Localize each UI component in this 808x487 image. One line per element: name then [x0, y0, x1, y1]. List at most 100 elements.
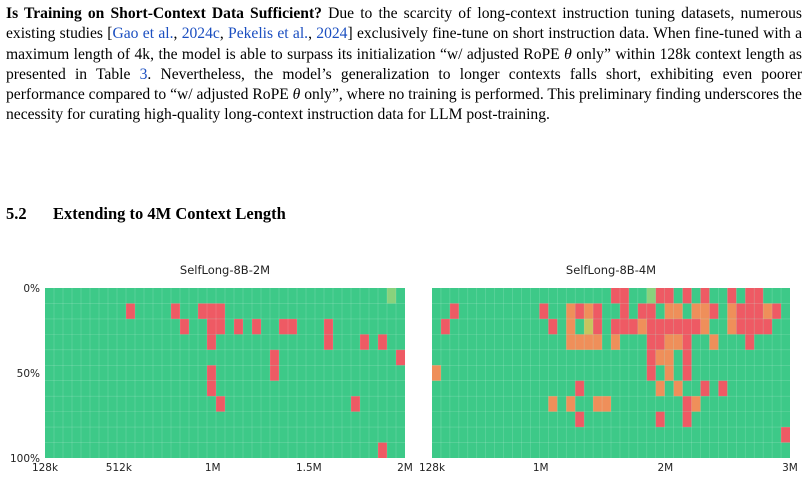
heatmap-cell	[682, 288, 692, 304]
heatmap-cell	[593, 318, 603, 335]
heatmap-cell	[754, 318, 764, 335]
heatmap-cell	[234, 318, 243, 335]
heatmap-cell	[575, 411, 585, 428]
heatmap-cell	[637, 303, 647, 319]
heatmap-cell	[772, 303, 782, 319]
heatmap-cell	[593, 334, 603, 350]
paragraph-text: only” within 128k context length as pres…	[6, 45, 802, 83]
heatmap-cell	[718, 380, 728, 397]
heatmap-cell	[646, 318, 656, 335]
heatmap-cell	[611, 318, 620, 335]
body-paragraph: Is Training on Short-Context Data Suffic…	[6, 4, 802, 126]
heatmap-cell	[682, 334, 692, 350]
heatmap-cell	[396, 349, 405, 366]
heatmap-cell	[216, 396, 225, 412]
heatmap-cell	[673, 380, 683, 397]
heatmap-cell	[655, 411, 665, 428]
heatmap-cell	[593, 396, 603, 412]
heatmap-cell	[207, 334, 216, 350]
heatmap-cell	[628, 318, 638, 335]
heatmap-cell	[593, 303, 603, 319]
heatmap-cell	[207, 365, 216, 381]
y-tick-label: 100%	[10, 453, 40, 465]
heatmap-cell	[575, 334, 585, 350]
heatmap-cell	[602, 396, 611, 412]
heatmap-cell	[745, 318, 755, 335]
x-tick-label: 1.5M	[296, 462, 322, 474]
heatmap-cell	[673, 334, 683, 350]
x-tick-label: 1M	[205, 462, 221, 474]
heatmap-cell	[646, 365, 656, 381]
heatmap-cell	[548, 396, 558, 412]
x-tick-label: 2M	[397, 462, 413, 474]
heatmap-cell	[207, 318, 216, 335]
heatmap-cell	[216, 303, 225, 319]
heatmap-cell	[691, 396, 701, 412]
x-tick-label: 128k	[419, 462, 446, 474]
heatmap-cell	[611, 288, 620, 304]
heatmap-cell	[646, 334, 656, 350]
heatmap-cell	[270, 349, 279, 366]
heatmap-cell	[754, 303, 764, 319]
heatmap-cell	[611, 334, 620, 350]
heatmap-cell	[700, 380, 710, 397]
theta-symbol: θ	[564, 45, 572, 63]
citation-link[interactable]: 2024c	[181, 25, 220, 43]
heatmap-cell	[207, 303, 216, 319]
heatmap-cell	[727, 318, 737, 335]
heatmap-cell	[664, 365, 674, 381]
heatmap-cell	[673, 318, 683, 335]
heatmap-cell	[216, 318, 225, 335]
section-title: Extending to 4M Context Length	[53, 204, 286, 223]
heatmap-cell	[619, 318, 629, 335]
heatmap-cell	[682, 411, 692, 428]
theta-symbol: θ	[292, 86, 301, 104]
heatmap-cell	[745, 334, 755, 350]
heatmap-cell	[584, 334, 594, 350]
heatmap-cell	[207, 380, 216, 397]
heatmap-cell	[440, 318, 450, 335]
heatmap-cell	[270, 365, 279, 381]
heatmap-cell	[252, 318, 261, 335]
paragraph-lead: Is Training on Short-Context Data Suffic…	[6, 5, 322, 22]
heatmap-cell	[682, 365, 692, 381]
heatmap-cell	[566, 334, 576, 350]
heatmap-cell	[682, 349, 692, 366]
heatmap-cell	[763, 318, 773, 335]
paragraph-text: ,	[173, 25, 182, 43]
heatmap-cell	[619, 288, 629, 304]
table-reference-link[interactable]: 3	[139, 65, 148, 83]
paragraph-text: . Nevertheless, the model’s generalizati…	[6, 65, 803, 104]
x-tick-label: 2M	[657, 462, 673, 474]
heatmap-cell	[539, 303, 549, 319]
heatmap-cell	[655, 380, 665, 397]
heatmap-cell	[655, 349, 665, 366]
heatmap-cell	[584, 318, 594, 335]
heatmap-cell	[682, 318, 692, 335]
heatmap-cell	[781, 427, 790, 443]
citation-link[interactable]: 2024	[316, 25, 348, 43]
x-tick-label: 512k	[106, 462, 133, 474]
heatmap-cell	[655, 288, 665, 304]
heatmap-cell	[700, 288, 710, 304]
heatmap-cell	[126, 303, 135, 319]
heatmap-cell	[664, 318, 674, 335]
heatmap-cell	[736, 303, 746, 319]
y-tick-label: 0%	[23, 283, 40, 295]
heatmap-cell	[432, 365, 441, 381]
heatmap-panel: SelfLong-8B-2M 0% 50% 100%128k 512k 1M 1.5M 2M	[10, 263, 413, 474]
heatmap-cell	[664, 303, 674, 319]
heatmap-cell	[378, 334, 387, 350]
chart-title: SelfLong-8B-2M	[180, 263, 270, 277]
heatmap-cell	[745, 288, 755, 304]
heatmap-cell	[449, 303, 459, 319]
heatmap-cell	[637, 318, 647, 335]
heatmap-cell	[655, 318, 665, 335]
heatmap-cell	[279, 318, 288, 335]
paragraph-text: only”, where no training is performed. T…	[6, 86, 802, 124]
heatmap-cell	[575, 380, 585, 397]
citation-link[interactable]: Pekelis et al.	[228, 25, 309, 43]
citation-link[interactable]: Gao et al.	[112, 25, 174, 43]
heatmap-cell	[664, 334, 674, 350]
